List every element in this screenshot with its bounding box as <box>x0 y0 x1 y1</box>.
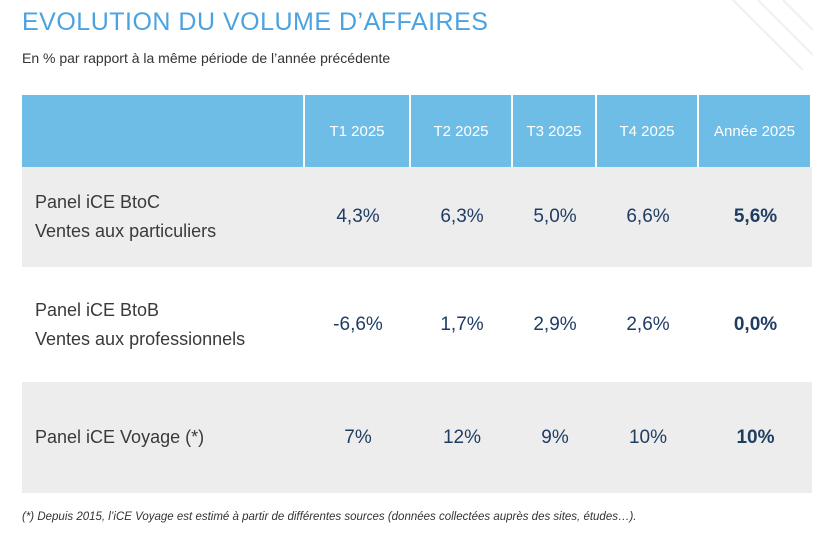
row-label-line1: Panel iCE BtoC <box>35 192 161 212</box>
table-cell: 5,0% <box>513 167 597 267</box>
column-header-year: Année 2025 <box>699 95 812 167</box>
table-cell: 12% <box>411 382 513 493</box>
table-cell: 6,6% <box>597 167 699 267</box>
table-cell: 9% <box>513 382 597 493</box>
table-cell: 1,7% <box>411 267 513 382</box>
table-cell-annual: 0,0% <box>699 267 812 382</box>
row-label-btoc: Panel iCE BtoC Ventes aux particuliers <box>22 167 305 267</box>
row-label-line1: Panel iCE BtoB <box>35 299 160 320</box>
table-cell: 7% <box>305 382 411 493</box>
column-header-t2: T2 2025 <box>411 95 513 167</box>
table-cell-annual: 10% <box>699 382 812 493</box>
row-label-line2: Ventes aux professionnels <box>35 328 246 349</box>
column-header-t1: T1 2025 <box>305 95 411 167</box>
column-header-t3: T3 2025 <box>513 95 597 167</box>
row-label-line1: Panel iCE Voyage (*) <box>35 427 205 447</box>
page-title: EVOLUTION DU VOLUME D’AFFAIRES <box>22 8 489 36</box>
row-label-line2: Ventes aux particuliers <box>35 221 217 241</box>
row-label-btob: Panel iCE BtoB Ventes aux professionnels <box>22 267 305 382</box>
table-cell: 10% <box>597 382 699 493</box>
volume-table: T1 2025 T2 2025 T3 2025 T4 2025 Année 20… <box>22 95 812 493</box>
table-cell: 4,3% <box>305 167 411 267</box>
column-header-t4: T4 2025 <box>597 95 699 167</box>
corner-decoration <box>732 0 813 70</box>
row-label-voyage: Panel iCE Voyage (*) <box>22 382 305 493</box>
page-subtitle: En % par rapport à la même période de l’… <box>22 50 391 66</box>
table-cell: 2,9% <box>513 267 597 382</box>
footnote: (*) Depuis 2015, l’iCE Voyage est estimé… <box>22 511 637 523</box>
table-cell: -6,6% <box>305 267 411 382</box>
table-cell-annual: 5,6% <box>699 167 812 267</box>
column-header-empty <box>22 95 305 167</box>
table-cell: 6,3% <box>411 167 513 267</box>
table-cell: 2,6% <box>597 267 699 382</box>
